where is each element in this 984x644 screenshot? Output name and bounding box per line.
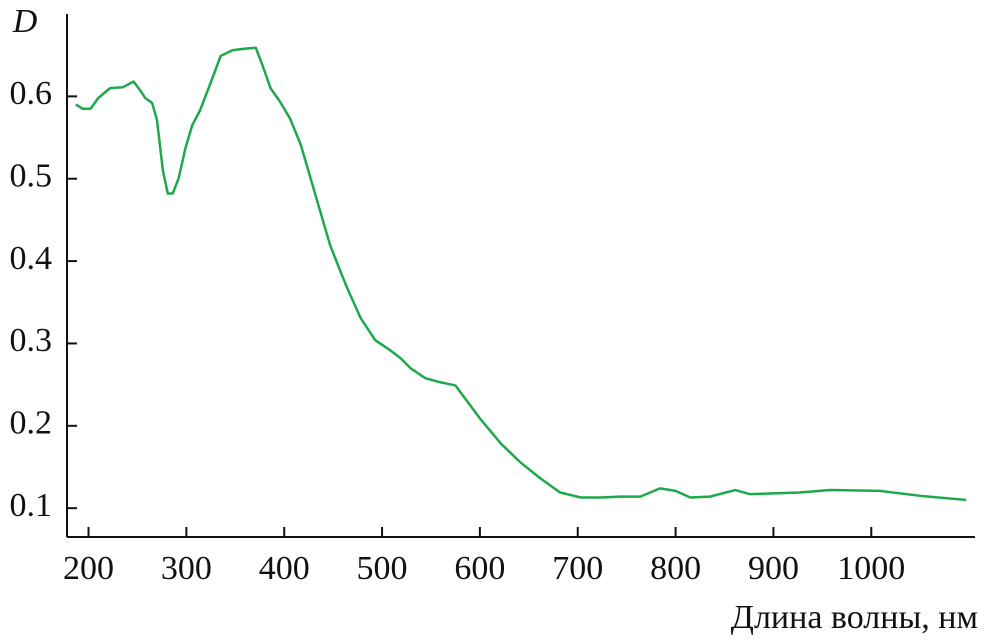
y-tick-label: 0.2 <box>10 405 53 442</box>
x-tick-label: 500 <box>357 550 408 587</box>
x-tick-label: 400 <box>259 550 310 587</box>
y-tick-label: 0.6 <box>10 75 53 112</box>
x-tick-label: 800 <box>650 550 701 587</box>
x-tick-label: 900 <box>748 550 799 587</box>
y-tick-label: 0.5 <box>10 158 53 195</box>
data-line <box>75 46 967 502</box>
x-tick-label: 600 <box>454 550 505 587</box>
y-tick-label: 0.3 <box>10 322 53 359</box>
x-tick-label: 1000 <box>837 550 905 587</box>
y-tick-label: 0.4 <box>10 240 53 277</box>
x-axis-label: Длина волны, нм <box>731 599 978 636</box>
x-tick-label: 700 <box>552 550 603 587</box>
y-axis-label: D <box>12 3 38 40</box>
x-tick-label: 200 <box>63 550 114 587</box>
x-tick-label: 300 <box>161 550 212 587</box>
y-tick-label: 0.1 <box>10 487 53 524</box>
